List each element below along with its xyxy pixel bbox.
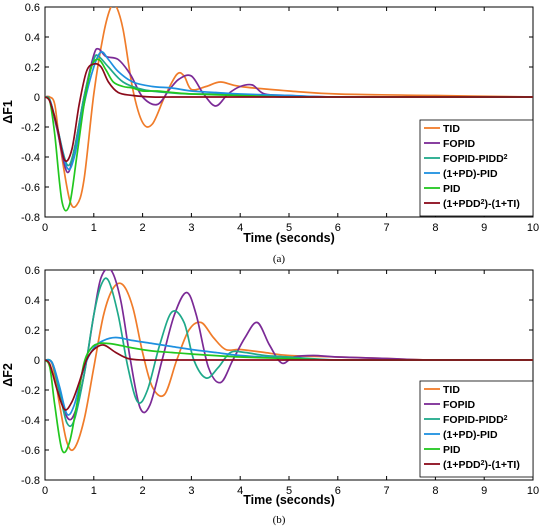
x-tick-label: 4	[237, 222, 243, 234]
x-tick-label: 10	[527, 485, 539, 497]
legend-label: (1+PDD2)-(1+TI)	[443, 198, 520, 210]
legend-label: FOPID-PIDD2	[443, 414, 508, 426]
y-tick-label: -0.2	[21, 385, 40, 397]
x-tick-label: 2	[140, 485, 146, 497]
legend-label: FOPID	[443, 138, 476, 150]
legend-label: (1+PD)-PID	[443, 429, 498, 441]
series-line	[45, 282, 533, 452]
x-tick-label: 6	[335, 222, 341, 234]
x-tick-label: 2	[140, 222, 146, 234]
x-tick-label: 10	[527, 222, 539, 234]
series-line	[45, 62, 533, 163]
x-axis-label: Time (seconds)	[243, 231, 334, 245]
chart-panel-b: 0 1 2 3 4 5 6 7 8 9 10 -0.8 -0.6 -0.4 -0.2 0 0.2 0.4 0.6 Ti…	[1, 265, 539, 526]
y-tick-label: 0.4	[25, 295, 40, 307]
chart-panel-a: 0 1 2 3 4 5 6 7 8 9 10 -0.8 -0.6 -0.4 -0.2 0 0.2 0.4 0.6 Ti…	[1, 2, 539, 265]
y-tick-label: 0.2	[25, 325, 40, 337]
x-tick-label: 6	[335, 485, 341, 497]
x-tick-label: 5	[286, 485, 292, 497]
x-tick-label: 3	[188, 485, 194, 497]
x-tick-label: 3	[188, 222, 194, 234]
x-tick-label: 8	[432, 485, 438, 497]
legend: TID FOPID FOPID-PIDD2 (1+PD)-PID PID (1+PDD2)…	[419, 380, 534, 478]
panel-caption: (a)	[273, 253, 286, 265]
legend-label: (1+PDD2)-(1+TI)	[443, 459, 520, 471]
series-line	[45, 344, 533, 411]
x-tick-label: 5	[286, 222, 292, 234]
y-tick-label: 0.6	[25, 2, 40, 14]
x-tick-label: 9	[481, 485, 487, 497]
legend-box	[419, 119, 534, 217]
y-tick-label: 0.2	[25, 62, 40, 74]
panel-caption: (b)	[273, 514, 286, 526]
x-tick-label: 9	[481, 222, 487, 234]
y-tick-label: 0	[34, 92, 40, 104]
y-axis-label: ΔF1	[1, 100, 15, 124]
x-tick-label: 7	[384, 485, 390, 497]
y-tick-label: -0.4	[21, 415, 40, 427]
x-tick-label: 0	[42, 222, 48, 234]
y-tick-label: -0.8	[21, 475, 40, 487]
series-line	[45, 50, 533, 171]
legend-label: (1+PD)-PID	[443, 168, 498, 180]
legend-label: TID	[443, 123, 460, 135]
legend-label: PID	[443, 183, 461, 195]
x-tick-label: 1	[91, 485, 97, 497]
legend-label: FOPID-PIDD2	[443, 153, 508, 165]
y-tick-label: -0.8	[21, 212, 40, 224]
x-axis-label: Time (seconds)	[243, 493, 334, 507]
x-tick-label: 0	[42, 485, 48, 497]
y-tick-label: -0.2	[21, 122, 40, 134]
y-axis-label: ΔF2	[1, 363, 15, 387]
series-line	[45, 342, 533, 454]
y-tick-label: 0.4	[25, 32, 40, 44]
legend: TID FOPID FOPID-PIDD2 (1+PD)-PID PID (1+PDD2)…	[419, 119, 534, 217]
legend-label: PID	[443, 444, 461, 456]
legend-box	[419, 380, 534, 478]
x-tick-label: 4	[237, 485, 243, 497]
series-group	[45, 7, 533, 212]
x-tick-label: 1	[91, 222, 97, 234]
x-tick-label: 8	[432, 222, 438, 234]
x-tick-label: 7	[384, 222, 390, 234]
y-tick-label: -0.6	[21, 182, 40, 194]
y-tick-label: 0	[34, 355, 40, 367]
y-tick-label: 0.6	[25, 265, 40, 277]
y-tick-label: -0.6	[21, 445, 40, 457]
series-group	[45, 270, 533, 454]
legend-label: FOPID	[443, 399, 476, 411]
y-tick-label: -0.4	[21, 152, 40, 164]
legend-label: TID	[443, 384, 460, 396]
